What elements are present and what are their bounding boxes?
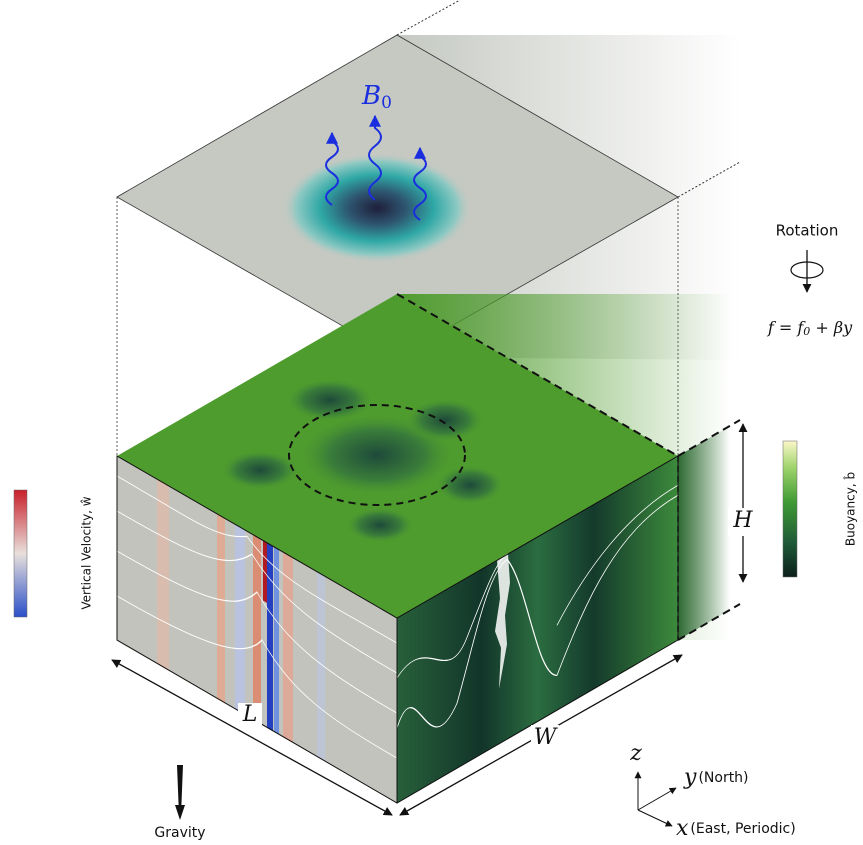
y-note: (North): [698, 770, 748, 786]
axes-triad: [638, 772, 676, 826]
box: [117, 294, 740, 803]
velocity-colorbar: Vertical Velocity, ŵ: [14, 490, 94, 617]
length-label: L: [242, 702, 258, 727]
velocity-title: Vertical Velocity, ŵ: [80, 496, 94, 609]
y-letter: y: [683, 765, 697, 790]
y-axis-label: y(North): [683, 765, 749, 790]
formula-a: f = f: [767, 318, 807, 337]
figure: 15.014.013.012.011.010.0 0.200.100.0-0.1…: [0, 0, 863, 845]
b0-sub: 0: [381, 93, 392, 113]
formula-sub: 0: [803, 325, 810, 338]
buoyancy-title: Buoyancy, b̂: [843, 472, 857, 546]
buoyancy-colorbar: Buoyancy, b̂: [783, 441, 858, 577]
gravity-label: Gravity: [154, 825, 205, 841]
rotation-formula: f = f0 + βy: [767, 318, 853, 339]
x-note: (East, Periodic): [690, 821, 795, 837]
rotation: Rotation f = f0 + βy: [767, 222, 853, 339]
rotation-label: Rotation: [776, 222, 839, 240]
z-axis-label: z: [629, 741, 642, 766]
width-label: W: [534, 725, 559, 750]
height-label: H: [732, 508, 753, 533]
formula-b: + βy: [810, 318, 853, 337]
gravity: Gravity: [154, 765, 205, 841]
x-axis-label: x(East, Periodic): [676, 816, 796, 841]
x-letter: x: [676, 816, 689, 841]
b0-main: B: [361, 81, 381, 111]
